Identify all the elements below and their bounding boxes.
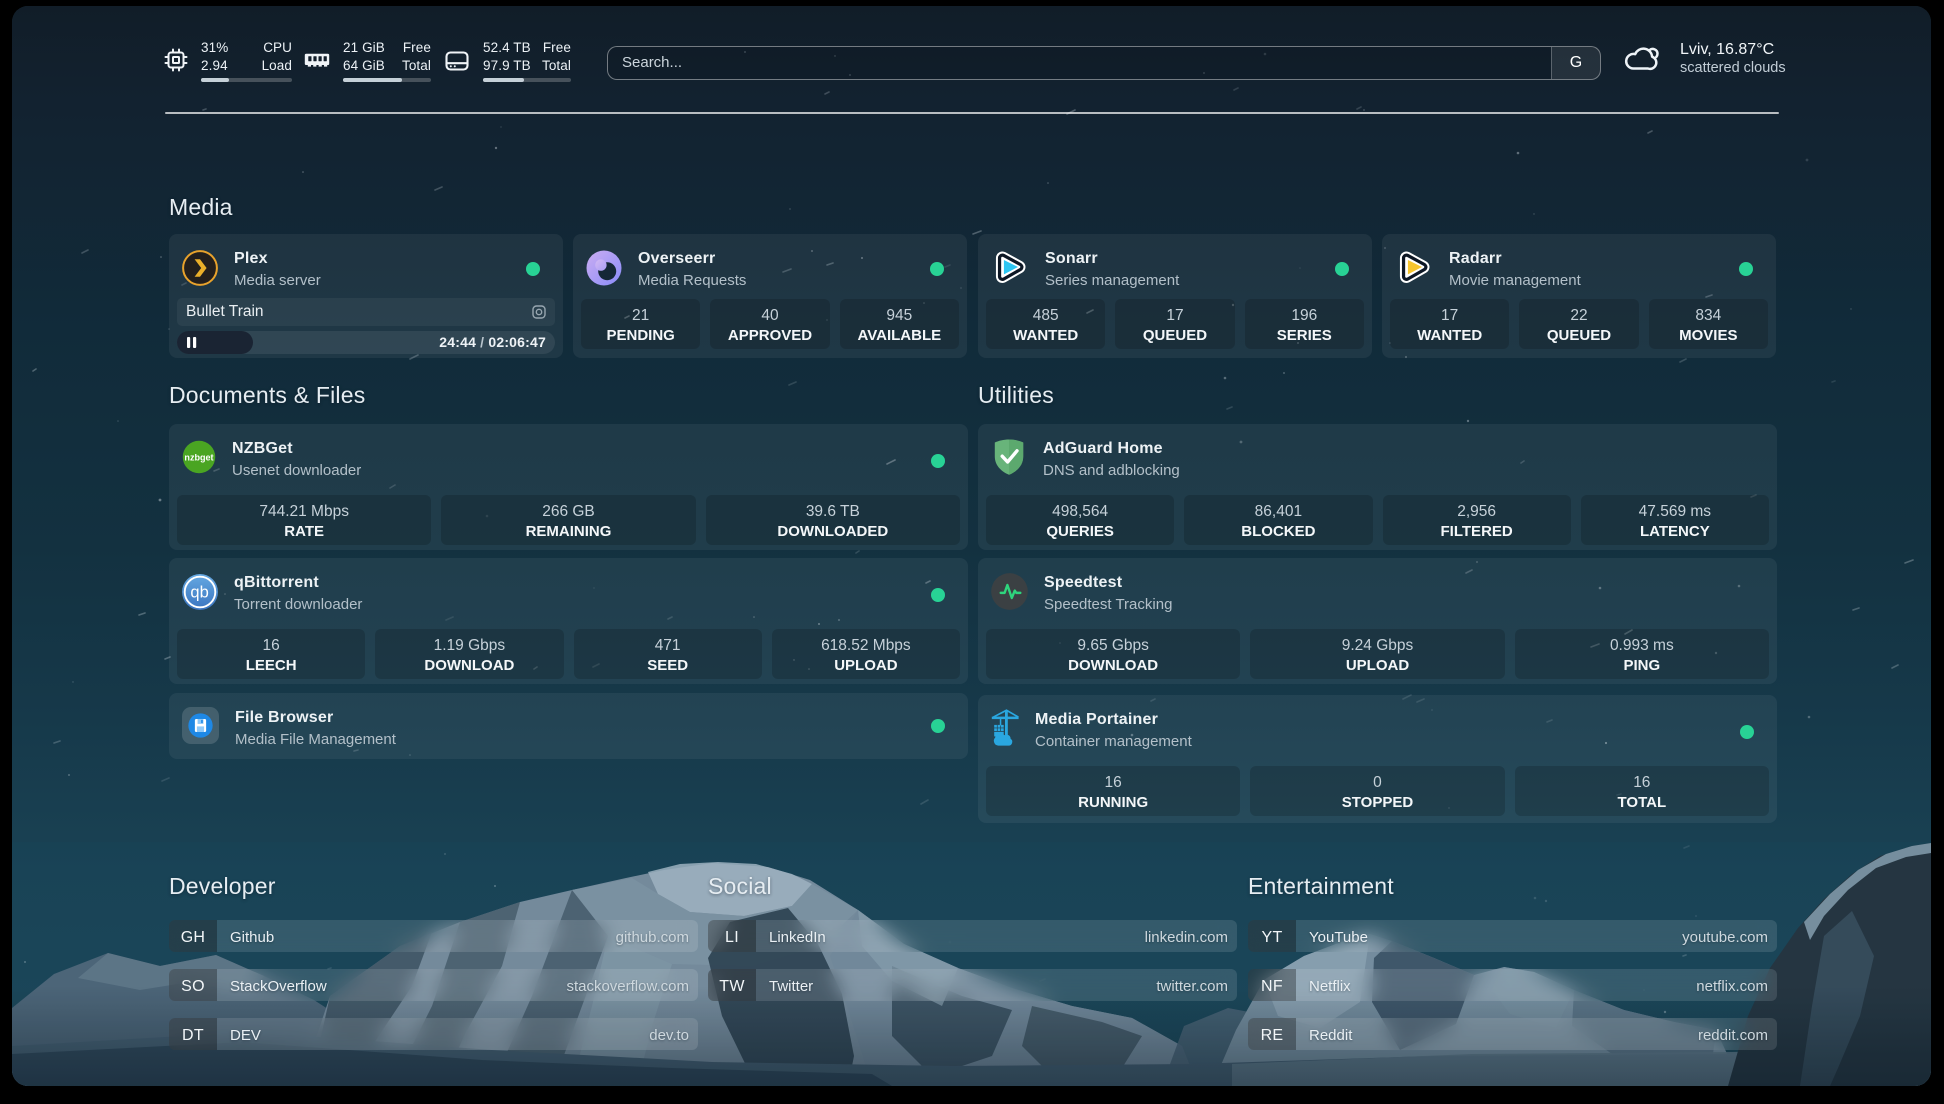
- svg-text:qb: qb: [190, 584, 208, 602]
- svg-text:nzbget: nzbget: [184, 453, 213, 463]
